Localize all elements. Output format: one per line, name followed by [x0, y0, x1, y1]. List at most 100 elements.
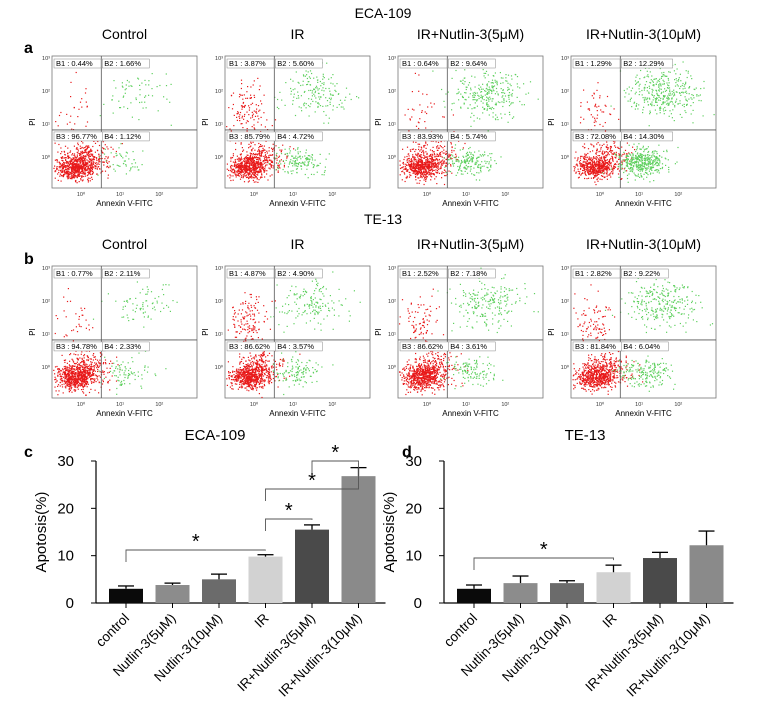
flow-event — [115, 152, 117, 154]
flow-event — [237, 165, 239, 167]
flow-event — [249, 156, 251, 158]
flow-event — [443, 183, 446, 186]
flow-event — [264, 155, 266, 157]
flow-event — [246, 158, 248, 161]
flow-event — [294, 160, 296, 162]
flow-event — [604, 104, 606, 106]
flow-event — [618, 163, 621, 165]
flow-event — [431, 159, 433, 161]
flow-event — [473, 94, 475, 96]
flow-event — [648, 85, 650, 87]
flow-event — [86, 106, 88, 108]
flow-event — [478, 95, 480, 97]
flow-event — [694, 88, 696, 91]
flow-event — [516, 76, 519, 78]
flow-event — [239, 158, 241, 160]
flow-event — [286, 152, 288, 155]
flow-event — [85, 151, 87, 153]
flow-event — [404, 165, 406, 168]
flow-event — [403, 158, 405, 161]
flow-event — [583, 89, 585, 91]
flow-event — [500, 156, 502, 158]
flow-event — [602, 175, 604, 177]
flow-event — [601, 157, 603, 159]
flow-event — [254, 162, 256, 164]
flow-event — [639, 164, 641, 166]
flow-event — [266, 119, 268, 121]
flow-event — [596, 149, 598, 151]
flow-event — [240, 153, 242, 155]
flow-event — [238, 172, 240, 174]
flow-event — [607, 152, 609, 154]
flow-event — [626, 174, 629, 176]
flow-event — [590, 172, 592, 175]
flow-event — [288, 148, 290, 150]
flow-event — [61, 167, 64, 169]
flow-event — [644, 171, 647, 173]
flow-event — [417, 154, 419, 156]
flow-event — [607, 163, 609, 165]
flow-event — [96, 173, 98, 175]
flow-event — [644, 163, 646, 165]
flow-event — [260, 116, 262, 118]
flow-event — [487, 167, 489, 169]
flow-event — [481, 96, 483, 98]
flow-event — [449, 154, 451, 156]
flow-event — [659, 106, 662, 108]
flow-event — [418, 182, 420, 184]
flow-event — [236, 119, 238, 121]
flow-event — [90, 158, 92, 160]
flow-event — [399, 164, 401, 166]
flow-event — [134, 162, 137, 164]
flow-event — [626, 162, 628, 164]
flow-event — [614, 163, 616, 165]
flow-event — [99, 168, 101, 170]
flow-event — [627, 181, 629, 183]
flow-event — [78, 166, 81, 168]
flow-event — [295, 155, 297, 157]
flow-event — [125, 173, 127, 175]
flow-event — [300, 165, 303, 167]
flow-event — [462, 155, 464, 157]
flow-event — [634, 179, 636, 181]
flow-x-tick: 10¹ — [462, 192, 470, 198]
flow-event — [600, 167, 602, 169]
flow-event — [330, 99, 332, 101]
flow-event — [627, 165, 629, 168]
flow-event — [631, 159, 634, 161]
flow-event — [236, 170, 238, 172]
quadrant-label-b1-box — [572, 58, 621, 69]
flow-event — [467, 154, 469, 156]
flow-event — [655, 101, 657, 103]
flow-event — [443, 162, 445, 164]
flow-event — [608, 162, 611, 164]
flow-event — [442, 163, 444, 165]
flow-event — [253, 96, 256, 98]
flow-event — [684, 84, 686, 86]
flow-event — [92, 153, 94, 155]
flow-event — [641, 166, 643, 168]
flow-event — [259, 166, 261, 168]
flow-event — [622, 153, 624, 156]
flow-event — [653, 104, 655, 107]
flow-event — [255, 171, 257, 173]
flow-event — [525, 93, 527, 95]
flow-event — [618, 166, 620, 168]
flow-plot-title: IR — [291, 26, 305, 42]
flow-event — [291, 173, 293, 175]
flow-event — [647, 158, 649, 160]
flow-event — [613, 108, 615, 110]
flow-event — [635, 155, 637, 157]
flow-event — [71, 128, 73, 130]
flow-event — [652, 160, 654, 162]
flow-event — [427, 161, 429, 163]
flow-event — [627, 161, 629, 163]
flow-event — [645, 172, 647, 174]
flow-event — [66, 161, 68, 163]
flow-event — [450, 142, 452, 144]
flow-event — [298, 106, 300, 108]
flow-event — [411, 167, 413, 169]
flow-event — [90, 149, 92, 151]
flow-event — [430, 155, 432, 157]
